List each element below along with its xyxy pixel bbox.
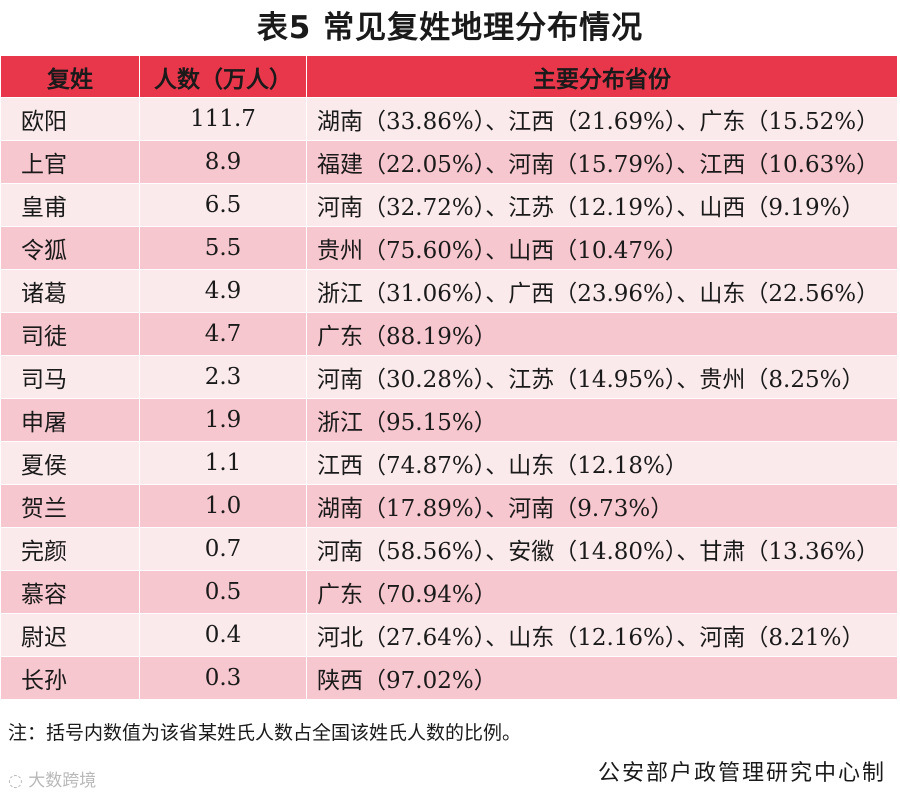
surname-distribution-table: 复姓 人数（万人） 主要分布省份 欧阳 111.7 湖南（33.86%）、江西（21… — [0, 55, 898, 700]
population-cell: 1.1 — [139, 441, 307, 485]
table-row: 令狐 5.5 贵州（75.60%）、山西（10.47%） — [0, 226, 898, 270]
provinces-cell: 贵州（75.60%）、山西（10.47%） — [306, 226, 898, 270]
table-row: 贺兰 1.0 湖南（17.89%）、河南（9.73%） — [0, 484, 898, 528]
population-cell: 8.9 — [139, 140, 307, 184]
table-body: 欧阳 111.7 湖南（33.86%）、江西（21.69%）、广东（15.52%）上… — [0, 97, 898, 700]
footnote: 注：括号内数值为该省某姓氏人数占全国该姓氏人数的比例。 — [8, 722, 522, 744]
provinces-cell: 浙江（31.06%）、广西（23.96%）、山东（22.56%） — [306, 269, 898, 313]
watermark-text: 大数跨境 — [28, 771, 97, 791]
population-cell: 5.5 — [139, 226, 307, 270]
surname-cell: 司马 — [0, 355, 140, 399]
source-credit: 公安部户政管理研究中心制 — [597, 761, 886, 786]
provinces-cell: 河南（30.28%）、江苏（14.95%）、贵州（8.25%） — [306, 355, 898, 399]
population-cell: 111.7 — [139, 97, 307, 141]
population-cell: 1.0 — [139, 484, 307, 528]
surname-cell: 长孙 — [0, 656, 140, 700]
table-row: 长孙 0.3 陕西（97.02%） — [0, 656, 898, 700]
surname-cell: 皇甫 — [0, 183, 140, 227]
surname-cell: 夏侯 — [0, 441, 140, 485]
provinces-cell: 浙江（95.15%） — [306, 398, 898, 442]
surname-cell: 欧阳 — [0, 97, 140, 141]
surname-cell: 完颜 — [0, 527, 140, 571]
population-cell: 4.9 — [139, 269, 307, 313]
surname-cell: 诸葛 — [0, 269, 140, 313]
table-row: 上官 8.9 福建（22.05%）、河南（15.79%）、江西（10.63%） — [0, 140, 898, 184]
table-header-row: 复姓 人数（万人） 主要分布省份 — [0, 55, 898, 98]
provinces-cell: 江西（74.87%）、山东（12.18%） — [306, 441, 898, 485]
population-cell: 0.3 — [139, 656, 307, 700]
provinces-cell: 福建（22.05%）、河南（15.79%）、江西（10.63%） — [306, 140, 898, 184]
table-row: 皇甫 6.5 河南（32.72%）、江苏（12.19%）、山西（9.19%） — [0, 183, 898, 227]
population-cell: 2.3 — [139, 355, 307, 399]
table-row: 慕容 0.5 广东（70.94%） — [0, 570, 898, 614]
table-row: 夏侯 1.1 江西（74.87%）、山东（12.18%） — [0, 441, 898, 485]
table-row: 诸葛 4.9 浙江（31.06%）、广西（23.96%）、山东（22.56%） — [0, 269, 898, 313]
provinces-cell: 广东（88.19%） — [306, 312, 898, 356]
provinces-cell: 广东（70.94%） — [306, 570, 898, 614]
surname-cell: 司徒 — [0, 312, 140, 356]
table-row: 尉迟 0.4 河北（27.64%）、山东（12.16%）、河南（8.21%） — [0, 613, 898, 657]
surname-cell: 慕容 — [0, 570, 140, 614]
header-surname: 复姓 — [0, 55, 140, 98]
header-provinces: 主要分布省份 — [306, 55, 898, 98]
table-row: 申屠 1.9 浙江（95.15%） — [0, 398, 898, 442]
provinces-cell: 湖南（17.89%）、河南（9.73%） — [306, 484, 898, 528]
table-row: 司徒 4.7 广东（88.19%） — [0, 312, 898, 356]
population-cell: 0.7 — [139, 527, 307, 571]
provinces-cell: 河北（27.64%）、山东（12.16%）、河南（8.21%） — [306, 613, 898, 657]
surname-cell: 上官 — [0, 140, 140, 184]
header-population: 人数（万人） — [139, 55, 307, 98]
provinces-cell: 河南（32.72%）、江苏（12.19%）、山西（9.19%） — [306, 183, 898, 227]
table-row: 欧阳 111.7 湖南（33.86%）、江西（21.69%）、广东（15.52%） — [0, 97, 898, 141]
population-cell: 1.9 — [139, 398, 307, 442]
population-cell: 0.5 — [139, 570, 307, 614]
provinces-cell: 湖南（33.86%）、江西（21.69%）、广东（15.52%） — [306, 97, 898, 141]
surname-cell: 尉迟 — [0, 613, 140, 657]
surname-cell: 贺兰 — [0, 484, 140, 528]
population-cell: 0.4 — [139, 613, 307, 657]
population-cell: 4.7 — [139, 312, 307, 356]
table-title: 表5 常见复姓地理分布情况 — [256, 10, 644, 46]
surname-cell: 令狐 — [0, 226, 140, 270]
provinces-cell: 陕西（97.02%） — [306, 656, 898, 700]
table-row: 完颜 0.7 河南（58.56%）、安徽（14.80%）、甘肃（13.36%） — [0, 527, 898, 571]
table-row: 司马 2.3 河南（30.28%）、江苏（14.95%）、贵州（8.25%） — [0, 355, 898, 399]
surname-cell: 申屠 — [0, 398, 140, 442]
provinces-cell: 河南（58.56%）、安徽（14.80%）、甘肃（13.36%） — [306, 527, 898, 571]
population-cell: 6.5 — [139, 183, 307, 227]
watermark-logo: ◌ 大数跨境 — [8, 771, 97, 791]
